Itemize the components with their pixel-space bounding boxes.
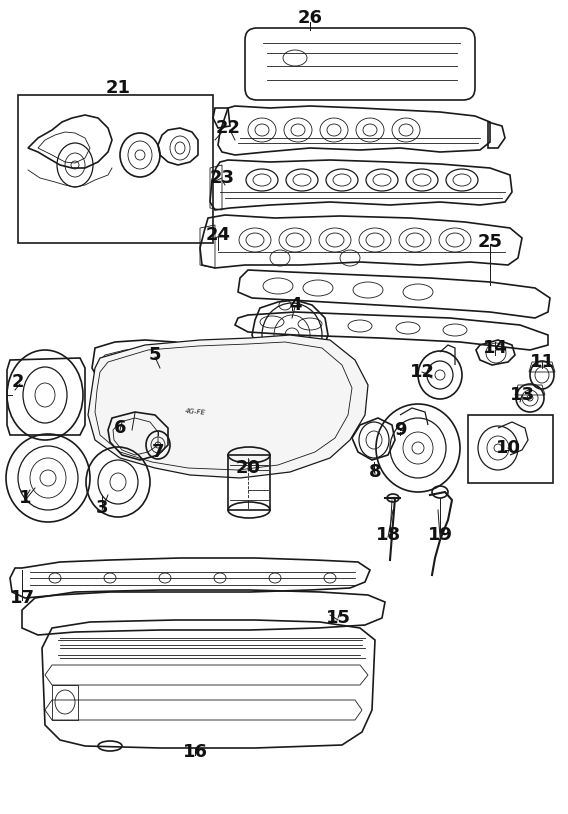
Text: 12: 12	[410, 363, 435, 381]
Text: 14: 14	[482, 339, 507, 357]
Polygon shape	[88, 335, 368, 478]
Text: 7: 7	[152, 443, 164, 461]
Bar	[468, 415, 553, 483]
Text: 3: 3	[96, 499, 108, 517]
Text: 22: 22	[215, 119, 240, 137]
Text: 11: 11	[529, 353, 554, 371]
Text: 4: 4	[289, 296, 301, 314]
Text: 10: 10	[495, 439, 520, 457]
Text: 23: 23	[210, 169, 235, 187]
Text: 8: 8	[369, 463, 381, 481]
Text: 5: 5	[149, 346, 161, 364]
Text: 13: 13	[509, 386, 534, 404]
Text: 6: 6	[114, 419, 126, 437]
Text: 17: 17	[10, 589, 35, 607]
Text: 9: 9	[394, 421, 406, 439]
Text: 26: 26	[298, 9, 323, 27]
Text: 16: 16	[182, 743, 207, 761]
Text: 2: 2	[12, 373, 24, 391]
Text: 20: 20	[236, 459, 261, 477]
Text: 19: 19	[428, 526, 453, 544]
Text: 21: 21	[106, 79, 131, 97]
Text: 15: 15	[325, 609, 350, 627]
Text: 24: 24	[206, 226, 231, 244]
Text: 18: 18	[375, 526, 400, 544]
Text: 25: 25	[478, 233, 503, 251]
Text: 4G-FE: 4G-FE	[185, 408, 206, 416]
Text: 1: 1	[19, 489, 31, 507]
Bar	[18, 95, 213, 243]
